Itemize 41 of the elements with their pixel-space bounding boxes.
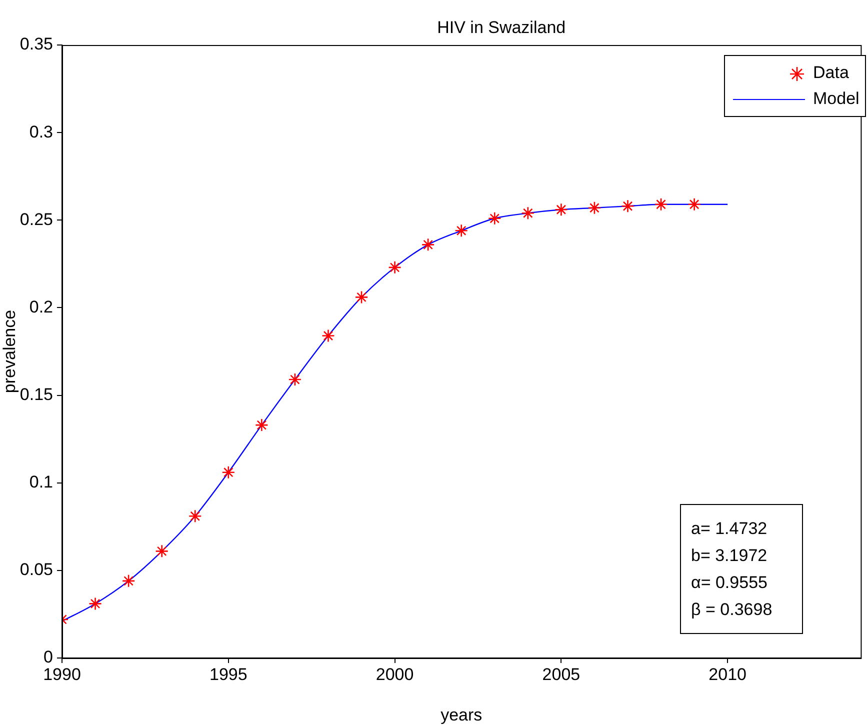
point — [255, 418, 268, 432]
point — [454, 224, 468, 238]
y-tick-label: 0.2 — [29, 297, 53, 316]
annotation: b= 3.1972 — [691, 545, 768, 567]
y-tick-label: 0 — [44, 648, 53, 667]
point — [122, 574, 136, 588]
point — [88, 597, 102, 610]
point — [654, 198, 668, 212]
y-tick-label: 0.05 — [20, 560, 53, 580]
chart-title: HIV in Swaziland — [437, 18, 566, 38]
point — [554, 202, 568, 216]
point — [155, 544, 168, 558]
x-axis-title: years — [440, 705, 482, 724]
point — [188, 509, 202, 523]
y-tick-label: 0.35 — [20, 34, 53, 54]
point — [488, 212, 502, 226]
x-tick-label: 1990 — [43, 664, 81, 684]
y-tick-label: 0.1 — [29, 472, 53, 492]
annotation: α= 0.9555 — [691, 572, 768, 594]
point — [354, 290, 368, 304]
x-tick-label: 2005 — [542, 664, 580, 684]
y-tick-label: 0.15 — [20, 384, 53, 404]
point — [222, 466, 236, 479]
legend-label: Model — [813, 89, 860, 109]
point — [322, 329, 335, 342]
x-tick-label: 2000 — [376, 664, 414, 684]
x-tick-label: 2010 — [708, 664, 746, 684]
y-tick-label: 0.25 — [20, 210, 53, 229]
annotation: a= 1.4732 — [691, 518, 768, 540]
point — [421, 238, 435, 252]
point — [521, 206, 535, 220]
x-tick-label: 1995 — [209, 664, 248, 684]
point — [688, 198, 701, 212]
point — [288, 372, 302, 386]
annotation: β = 0.3698 — [691, 599, 772, 621]
point — [588, 201, 602, 215]
legend-label: Data — [813, 63, 849, 83]
y-tick-label: 0.3 — [29, 122, 53, 142]
point — [621, 199, 634, 213]
point — [388, 260, 402, 274]
y-axis-title: prevalence — [0, 310, 19, 394]
